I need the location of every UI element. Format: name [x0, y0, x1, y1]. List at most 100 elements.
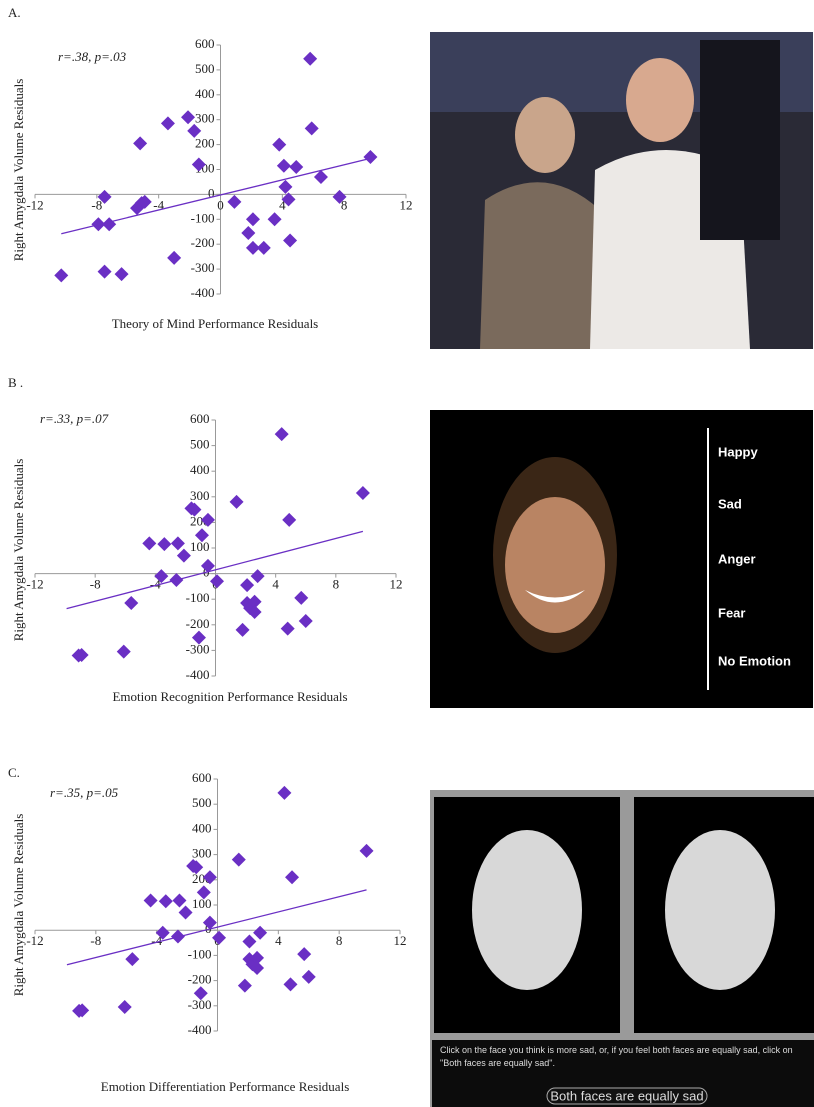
- x-tick-label: 4: [272, 577, 279, 592]
- point: [191, 630, 206, 645]
- emotion-option[interactable]: Happy: [718, 444, 759, 459]
- point: [235, 622, 250, 637]
- x-tick-label: -8: [90, 577, 101, 592]
- point: [267, 212, 282, 227]
- point: [157, 537, 172, 552]
- x-tick-label: 8: [333, 577, 340, 592]
- point: [280, 621, 295, 636]
- point: [176, 548, 191, 563]
- point: [304, 121, 319, 136]
- panel-label: A.: [8, 5, 21, 20]
- panel-label: B .: [8, 375, 23, 390]
- x-tick-label: -12: [26, 933, 43, 948]
- point: [124, 596, 139, 611]
- point: [231, 852, 246, 867]
- point: [202, 915, 217, 930]
- x-tick-label: 4: [275, 933, 282, 948]
- y-axis-label: Right Amygdala Volume Residuals: [11, 459, 26, 642]
- y-tick-label: 100: [192, 896, 212, 911]
- point: [193, 986, 208, 1001]
- y-tick-label: 300: [190, 488, 210, 503]
- point: [297, 947, 312, 962]
- x-tick-label: 8: [336, 933, 343, 948]
- point: [303, 51, 318, 66]
- y-tick-label: 300: [195, 111, 215, 126]
- y-tick-label: -100: [186, 590, 210, 605]
- point: [276, 158, 291, 173]
- x-tick-label: 0: [217, 197, 224, 212]
- point: [294, 590, 309, 605]
- emotion-option[interactable]: Sad: [718, 496, 742, 511]
- point: [212, 930, 227, 945]
- point: [114, 267, 129, 282]
- point: [210, 574, 225, 589]
- point: [158, 894, 173, 909]
- emotion-differentiation-panel: [430, 790, 814, 1107]
- point: [237, 978, 252, 993]
- instruction: Click on the face you think is more sad,…: [440, 1045, 793, 1068]
- y-tick-label: -300: [191, 260, 215, 275]
- point: [102, 217, 117, 232]
- point: [227, 194, 242, 209]
- y-tick-label: 300: [192, 846, 212, 861]
- trend-line: [66, 889, 367, 966]
- x-tick-label: -4: [153, 197, 164, 212]
- point: [170, 536, 185, 551]
- annotation: r=.38, p=.03: [58, 49, 127, 64]
- y-tick-label: 200: [195, 136, 215, 151]
- point: [200, 512, 215, 527]
- point: [355, 485, 370, 500]
- photo-panel: [430, 32, 813, 349]
- point: [97, 189, 112, 204]
- emotion-option[interactable]: Anger: [718, 551, 756, 566]
- point: [250, 950, 265, 965]
- y-tick-label: 500: [192, 795, 212, 810]
- point: [283, 977, 298, 992]
- point: [191, 157, 206, 172]
- point: [313, 169, 328, 184]
- point: [200, 558, 215, 573]
- point: [256, 240, 271, 255]
- y-tick-label: 500: [195, 61, 215, 76]
- point: [301, 969, 316, 984]
- point: [242, 934, 257, 949]
- y-tick-label: 400: [192, 820, 212, 835]
- point: [245, 240, 260, 255]
- instruction-text: Click on the face you think is more sad,…: [440, 1045, 793, 1068]
- point: [332, 189, 347, 204]
- y-tick-label: 400: [195, 86, 215, 101]
- point: [117, 1000, 132, 1015]
- trend-line: [66, 530, 364, 610]
- y-tick-label: -400: [191, 285, 215, 300]
- y-tick-label: -200: [186, 616, 210, 631]
- y-tick-label: 500: [190, 437, 210, 452]
- button[interactable]: Both faces are equally sad: [550, 1088, 703, 1103]
- point: [125, 952, 140, 967]
- y-tick-label: 600: [192, 770, 212, 785]
- x-tick-label: -8: [91, 197, 102, 212]
- point: [187, 123, 202, 138]
- annotation: r=.35, p=.05: [50, 785, 119, 800]
- x-tick-label: -12: [26, 577, 43, 592]
- x-tick-label: -12: [26, 197, 43, 212]
- point: [133, 136, 148, 151]
- point: [167, 250, 182, 265]
- point: [363, 150, 378, 165]
- emotion-option[interactable]: Fear: [718, 605, 745, 620]
- point: [285, 870, 300, 885]
- point: [189, 860, 204, 875]
- point: [240, 578, 255, 593]
- emotion-option[interactable]: No Emotion: [718, 653, 791, 668]
- y-axis-label: Right Amygdala Volume Residuals: [11, 814, 26, 997]
- point: [187, 502, 202, 517]
- point: [250, 961, 265, 975]
- point: [178, 905, 193, 920]
- point: [359, 843, 374, 858]
- x-tick-label: 4: [279, 197, 286, 212]
- x-tick-label: 12: [390, 577, 403, 592]
- x-axis-label: Emotion Differentiation Performance Resi…: [101, 1079, 350, 1094]
- x-tick-label: -8: [90, 933, 101, 948]
- point: [241, 225, 256, 240]
- point: [253, 925, 268, 940]
